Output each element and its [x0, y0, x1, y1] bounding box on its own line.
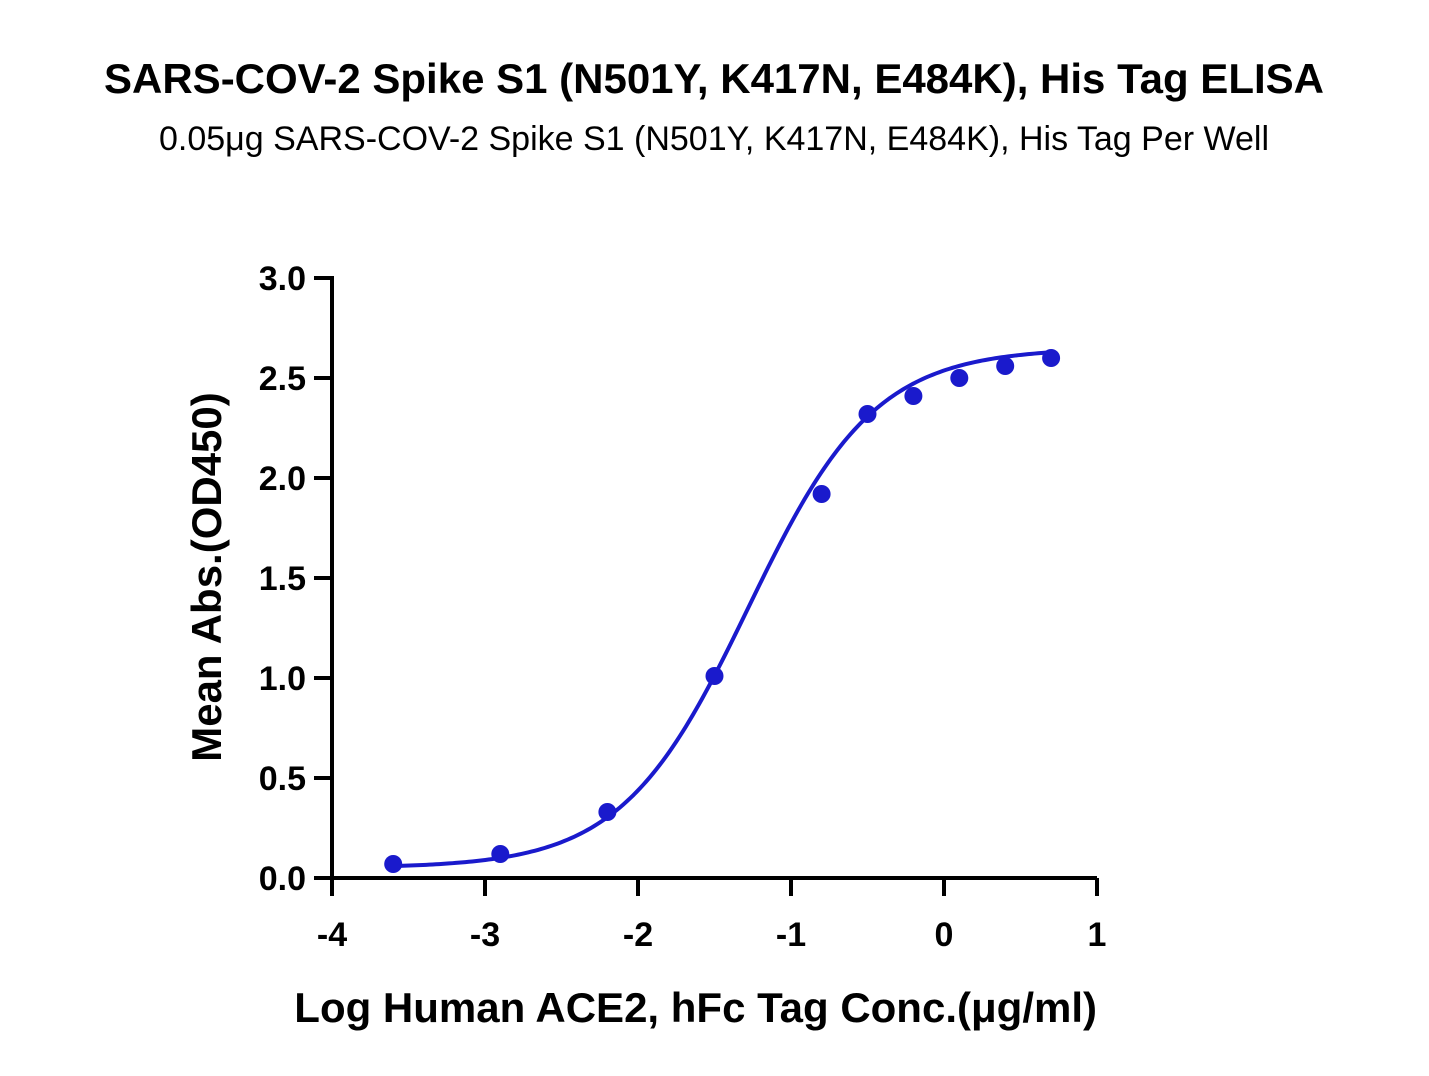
x-ticks: -4 -3 -2 -1 0 1 [317, 878, 1107, 954]
data-point [996, 357, 1015, 375]
x-tick-label: 0 [935, 916, 954, 954]
data-point [598, 803, 617, 821]
x-tick-label: -2 [623, 916, 653, 954]
x-tick-label: -4 [317, 916, 347, 954]
y-tick-label: 0.5 [259, 760, 306, 798]
data-points [384, 349, 1061, 873]
data-point [1042, 349, 1061, 367]
x-tick-label: 1 [1088, 916, 1107, 954]
y-axis-title: Mean Abs.(OD450) [183, 392, 230, 762]
y-tick-label: 2.0 [259, 460, 306, 498]
x-tick-label: -3 [470, 916, 500, 954]
y-tick-label: 3.0 [259, 260, 306, 298]
data-point [705, 667, 724, 685]
y-tick-label: 1.5 [259, 560, 306, 598]
chart-title: SARS-COV-2 Spike S1 (N501Y, K417N, E484K… [104, 55, 1324, 102]
fit-curve [393, 350, 1052, 869]
y-tick-label: 2.5 [259, 360, 306, 398]
data-point [491, 845, 510, 863]
y-ticks: 0.0 0.5 1.0 1.5 2.0 2.5 3.0 [259, 260, 332, 898]
y-tick-label: 1.0 [259, 660, 306, 698]
y-tick-label: 0.0 [259, 860, 306, 898]
data-point [812, 485, 831, 503]
chart-subtitle: 0.05μg SARS-COV-2 Spike S1 (N501Y, K417N… [159, 120, 1269, 158]
data-point [858, 405, 877, 423]
x-tick-label: -1 [776, 916, 806, 954]
data-point [904, 387, 923, 405]
x-axis-title: Log Human ACE2, hFc Tag Conc.(μg/ml) [294, 984, 1097, 1031]
data-point [384, 855, 403, 873]
data-point [950, 369, 969, 387]
